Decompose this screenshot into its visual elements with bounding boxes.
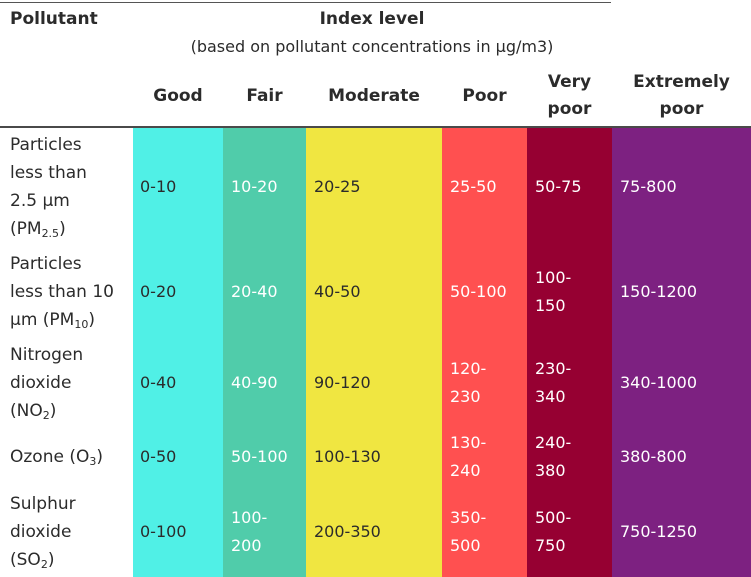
row-label-no2: Nitrogen dioxide (NO2) xyxy=(10,345,84,422)
cell-no2-4: 230- 340 xyxy=(535,359,572,406)
cell-pm25-2: 20-25 xyxy=(314,177,361,196)
cell-o3-3: 130- 240 xyxy=(450,433,487,480)
col-header-moderate: Moderate xyxy=(328,85,420,106)
cell-so2-0: 0-100 xyxy=(140,522,187,541)
cell-o3-5: 380-800 xyxy=(620,447,687,466)
top-rule xyxy=(0,2,611,3)
cell-so2-4: 500- 750 xyxy=(535,508,572,555)
extremely-poor-band xyxy=(612,128,751,577)
row-label-pm25: Particles less than 2.5 µm (PM2.5) xyxy=(10,135,87,240)
cell-so2-1: 100- 200 xyxy=(231,508,268,555)
cell-pm10-3: 50-100 xyxy=(450,281,507,301)
index-level-subtitle: (based on pollutant concentrations in µg… xyxy=(190,37,554,56)
row-label-pm10: Particles less than 10 µm (PM10) xyxy=(10,253,114,331)
pollutant-header: Pollutant xyxy=(10,9,98,29)
cell-no2-1: 40-90 xyxy=(231,373,278,392)
poor-band xyxy=(442,128,527,577)
good-band xyxy=(133,128,223,577)
cell-pm10-0: 0-20 xyxy=(140,281,177,301)
index-level-header: Index level xyxy=(319,9,425,29)
col-header-good: Good xyxy=(153,85,203,106)
cell-o3-4: 240- 380 xyxy=(535,433,572,480)
cell-so2-5: 750-1250 xyxy=(620,522,698,541)
cell-o3-2: 100-130 xyxy=(314,447,381,466)
row-label-so2: Sulphur dioxide (SO2) xyxy=(10,494,76,571)
fair-band xyxy=(223,128,306,577)
cell-pm25-5: 75-800 xyxy=(620,177,677,196)
col-header-extremely-poor: Extremely poor xyxy=(633,72,730,119)
very-poor-band xyxy=(527,128,612,577)
row-label-o3: Ozone (O3) xyxy=(10,447,103,468)
col-header-fair: Fair xyxy=(246,85,283,106)
cell-pm25-3: 25-50 xyxy=(450,177,497,196)
cell-pm10-5: 150-1200 xyxy=(620,281,698,301)
cell-pm25-0: 0-10 xyxy=(140,177,177,196)
cell-o3-0: 0-50 xyxy=(140,447,177,466)
cell-pm10-2: 40-50 xyxy=(314,281,361,301)
cell-no2-2: 90-120 xyxy=(314,373,371,392)
cell-o3-1: 50-100 xyxy=(231,447,288,466)
moderate-band xyxy=(306,128,442,577)
col-header-very-poor: Very poor xyxy=(547,72,592,119)
cell-pm10-1: 20-40 xyxy=(231,281,278,301)
cell-so2-2: 200-350 xyxy=(314,522,381,541)
cell-so2-3: 350- 500 xyxy=(450,508,487,555)
cell-no2-3: 120- 230 xyxy=(450,359,487,406)
cell-no2-0: 0-40 xyxy=(140,373,177,392)
cell-pm25-4: 50-75 xyxy=(535,177,582,196)
header-rule xyxy=(0,126,751,128)
cell-pm10-4: 100- 150 xyxy=(535,267,572,315)
col-header-poor: Poor xyxy=(462,85,507,106)
cell-no2-5: 340-1000 xyxy=(620,373,698,392)
cell-pm25-1: 10-20 xyxy=(231,177,278,196)
